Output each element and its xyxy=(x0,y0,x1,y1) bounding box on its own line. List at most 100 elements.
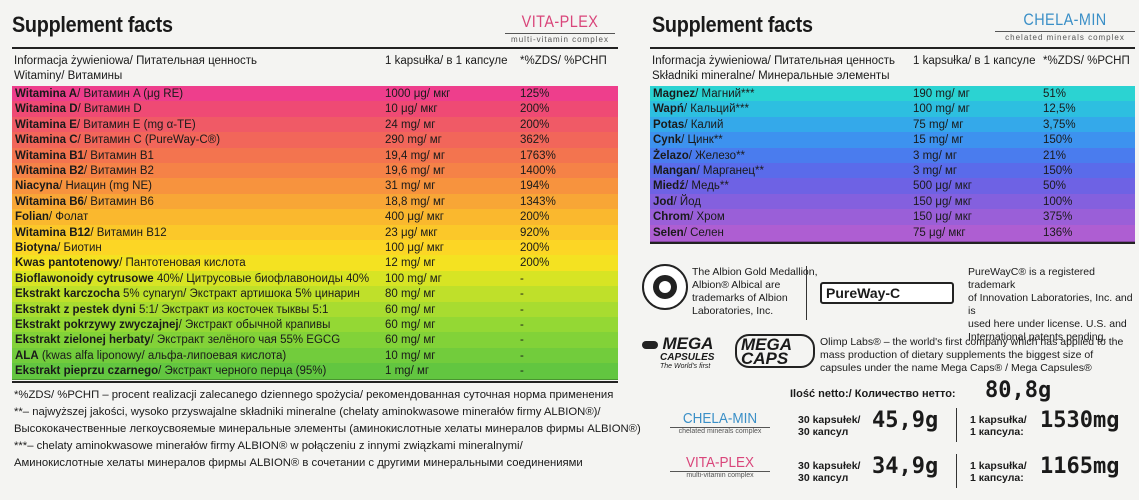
vita-plex-small-logo: VITA-PLEX multi-vitamin complex xyxy=(670,454,770,479)
nutrient-name: Żelazo/ Железо** xyxy=(653,149,746,162)
nutrient-name: Selen/ Селен xyxy=(653,226,724,239)
daily-value-percent: 200% xyxy=(520,118,550,131)
daily-value-percent: 200% xyxy=(520,257,550,270)
nutrient-name: Witamina E/ Витамин E (mg α-TE) xyxy=(15,118,196,131)
amount: 190 mg/ мг xyxy=(913,88,970,100)
footnote: Аминокислотные хелаты минералов фирмы AL… xyxy=(14,457,583,469)
daily-value-percent: - xyxy=(520,319,524,331)
nutrient-name: Miedź/ Медь** xyxy=(653,180,729,193)
daily-value-percent: 150% xyxy=(1043,134,1073,147)
daily-value-percent: 1400% xyxy=(520,165,556,177)
daily-value-percent: 362% xyxy=(520,134,550,147)
chela-min-small-logo: CHELA-MIN chelated minerals complex xyxy=(670,410,770,435)
daily-value-percent: - xyxy=(520,288,524,301)
amount: 150 μg/ мкг xyxy=(913,211,972,224)
divider xyxy=(956,454,957,488)
table-row: Magnez/ Магний*** 190 mg/ мг 51% xyxy=(650,86,1135,103)
table-row: Witamina B6/ Витамин B6 18,8 mg/ мг 1343% xyxy=(12,193,618,211)
nutrient-name: Wapń/ Кальций*** xyxy=(653,103,749,116)
daily-value-percent: 1343% xyxy=(520,195,556,208)
header-col3: *%ZDS/ %РСНП xyxy=(1043,55,1130,67)
subheader: Witaminy/ Витамины xyxy=(14,70,123,82)
amount: 75 mg/ мг xyxy=(913,118,964,131)
nutrient-name: Ekstrakt zielonej herbaty/ Экстракт зелё… xyxy=(15,334,341,347)
table-row: Ekstrakt zielonej herbaty/ Экстракт зелё… xyxy=(12,332,618,350)
footnotes: *%ZDS/ %РСНП – procent realizacji zaleca… xyxy=(14,387,641,472)
daily-value-percent: - xyxy=(520,349,524,362)
daily-value-percent: 50% xyxy=(1043,180,1067,193)
olimp-text: Olimp Labs® – the world's first company … xyxy=(820,336,1124,374)
nutrient-name: Jod/ Йод xyxy=(653,195,701,208)
amount: 100 mg/ мг xyxy=(913,103,970,116)
daily-value-percent: - xyxy=(520,334,524,347)
table-row: Ekstrakt pieprzu czarnego/ Экстракт черн… xyxy=(12,363,618,381)
table-row: Ekstrakt pokrzywy zwyczajnej/ Экстракт о… xyxy=(12,317,618,334)
divider xyxy=(956,408,957,442)
nutrient-name: Biotyna/ Биотин xyxy=(15,242,102,254)
title-divider xyxy=(650,47,1135,49)
amount: 24 mg/ мг xyxy=(385,118,436,131)
footnote: ***– chelaty aminokwasowe minerałów firm… xyxy=(14,440,523,452)
amount: 19,6 mg/ мг xyxy=(385,165,446,177)
nutrient-name: ALA (kwas alfa liponowy/ альфа-липоевая … xyxy=(15,349,287,362)
table-bottom-divider xyxy=(12,381,618,383)
header-col1: Informacja żywieniowa/ Питательная ценно… xyxy=(14,55,258,67)
header-col3: *%ZDS/ %РСНП xyxy=(520,55,607,67)
nutrient-name: Ekstrakt pieprzu czarnego/ Экстракт черн… xyxy=(15,365,327,378)
vita-plex-logo: VITA-PLEX multi-vitamin complex xyxy=(505,12,615,44)
daily-value-percent: 920% xyxy=(520,226,550,239)
nutrient-name: Witamina B1/ Витамин B1 xyxy=(15,149,154,162)
per-capsule-weight: 1165mg xyxy=(1040,454,1120,479)
daily-value-percent: 200% xyxy=(520,242,550,254)
nutrient-name: Witamina B12/ Витамин B12 xyxy=(15,226,167,239)
count-label: 30 kapsułek/ 30 капсул xyxy=(798,414,861,438)
amount: 3 mg/ мг xyxy=(913,149,958,162)
nutrient-name: Chrom/ Хром xyxy=(653,211,725,224)
amount: 18,8 mg/ мг xyxy=(385,195,446,208)
capsule-icon xyxy=(642,340,658,349)
daily-value-percent: 21% xyxy=(1043,149,1067,162)
mega-caps-logo: MEGA CAPS xyxy=(735,334,815,368)
amount: 31 mg/ мг xyxy=(385,180,436,193)
amount: 12 mg/ мг xyxy=(385,257,436,270)
daily-value-percent: - xyxy=(520,272,524,285)
amount: 1000 μg/ мкг xyxy=(385,88,451,100)
nutrient-name: Witamina B6/ Витамин B6 xyxy=(15,195,154,208)
pureway-c-logo: PureWay-C xyxy=(820,282,954,304)
daily-value-percent: 150% xyxy=(1043,165,1073,177)
albion-medallion-icon xyxy=(642,264,688,310)
amount: 100 mg/ мг xyxy=(385,272,442,285)
daily-value-percent: 200% xyxy=(520,103,550,116)
daily-value-percent: 1763% xyxy=(520,149,556,162)
nutrient-name: Mangan/ Марганец** xyxy=(653,165,764,177)
amount: 15 mg/ мг xyxy=(913,134,964,147)
amount: 10 μg/ мкг xyxy=(385,103,438,116)
nutrient-name: Potas/ Калий xyxy=(653,118,724,131)
daily-value-percent: - xyxy=(520,303,524,316)
daily-value-percent: 125% xyxy=(520,88,550,100)
pack-weight: 45,9g xyxy=(872,408,939,433)
chela-min-logo: CHELA-MIN chelated minerals complex xyxy=(995,10,1135,42)
vita-plex-panel: Supplement facts VITA-PLEX multi-vitamin… xyxy=(12,12,641,469)
table-row: Selen/ Селен 75 μg/ мкг 136% xyxy=(650,224,1135,242)
table-bottom-divider xyxy=(650,242,1135,244)
amount: 290 mg/ мг xyxy=(385,134,442,147)
amount: 150 μg/ мкг xyxy=(913,195,972,208)
albion-trademark-text: The Albion Gold Medallion, Albion® Albic… xyxy=(692,266,818,317)
per-capsule-weight: 1530mg xyxy=(1040,408,1120,433)
table-row: Bioflawonoidy cytrusowe 40%/ Цитрусовые … xyxy=(12,270,618,288)
table-row: Ekstrakt z pestek dyni 5:1/ Экстракт из … xyxy=(12,301,618,319)
daily-value-percent: 136% xyxy=(1043,226,1073,239)
amount: 10 mg/ мг xyxy=(385,349,436,362)
subheader: Składniki mineralne/ Минеральные элемент… xyxy=(652,70,890,82)
footnote: **– najwyższej jakości, wysoko przyswaja… xyxy=(14,406,601,418)
header-col2: 1 kapsułka/ в 1 капсуле xyxy=(913,55,1036,67)
amount: 100 μg/ мкг xyxy=(385,242,444,254)
title-divider xyxy=(12,47,618,49)
per-capsule-label: 1 kapsułka/ 1 капсула: xyxy=(970,460,1027,484)
amount: 500 μg/ мкг xyxy=(913,180,972,193)
amount: 80 mg/ мг xyxy=(385,288,436,301)
net-weight-label: Ilość netto:/ Количество нетто: xyxy=(790,388,956,400)
daily-value-percent: 100% xyxy=(1043,195,1073,208)
nutrient-name: Ekstrakt karczocha 5% cynaryn/ Экстракт … xyxy=(15,288,360,301)
